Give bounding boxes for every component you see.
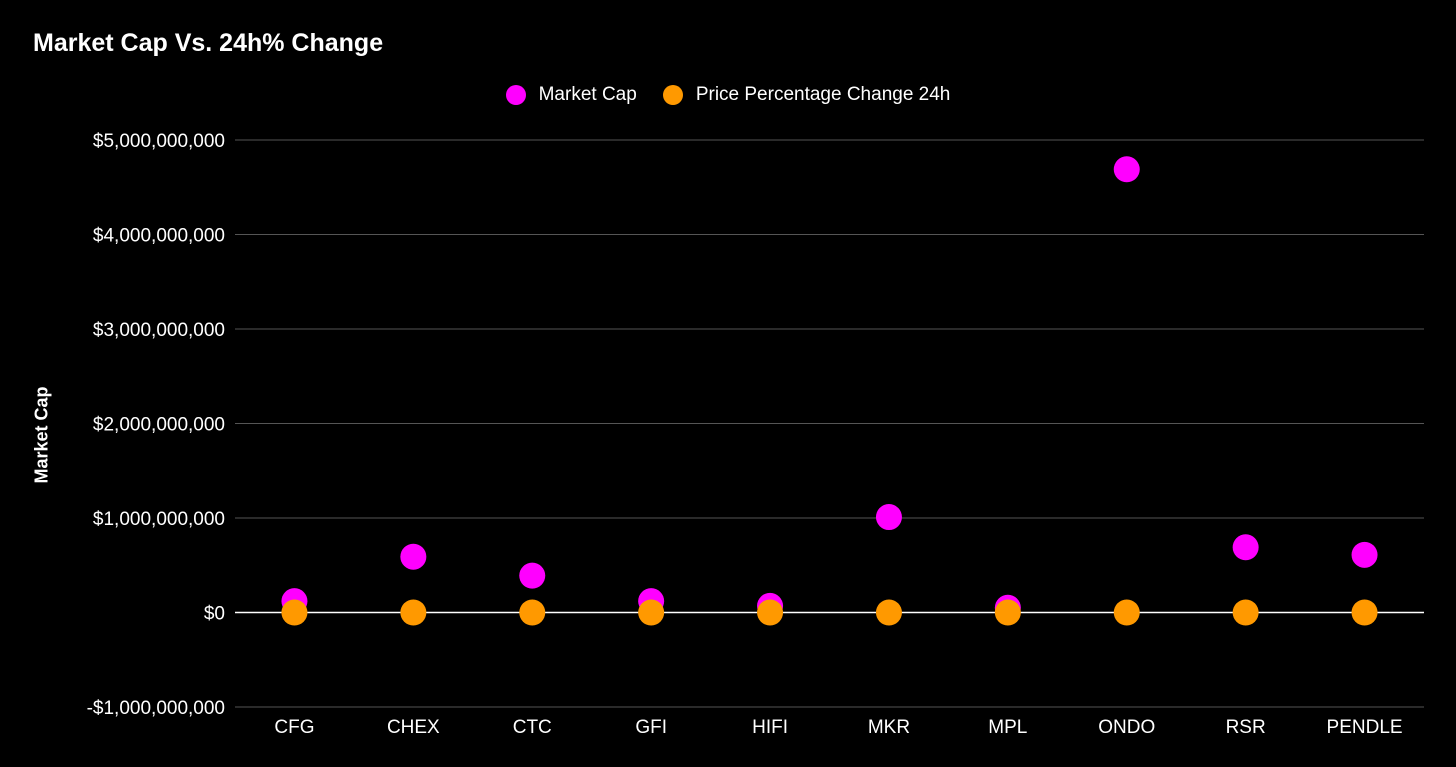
x-tick-label: CFG: [274, 717, 314, 738]
price-change-point[interactable]: [757, 599, 784, 626]
x-tick-label: MPL: [988, 717, 1027, 738]
y-tick-label: $1,000,000,000: [93, 509, 225, 530]
y-tick-label: $2,000,000,000: [93, 415, 225, 436]
price-change-point[interactable]: [994, 599, 1021, 626]
price-change-point[interactable]: [400, 599, 427, 626]
x-tick-label: CTC: [513, 717, 552, 738]
market-cap-point[interactable]: [1113, 156, 1140, 183]
x-tick-label: MKR: [868, 717, 910, 738]
price-change-point[interactable]: [638, 599, 665, 626]
x-tick-label: GFI: [635, 717, 667, 738]
x-tick-label: PENDLE: [1327, 717, 1403, 738]
price-change-point[interactable]: [1113, 599, 1140, 626]
price-change-point[interactable]: [875, 599, 902, 626]
y-tick-label: $5,000,000,000: [93, 131, 225, 152]
market-cap-point[interactable]: [1351, 541, 1378, 568]
price-change-point[interactable]: [519, 599, 546, 626]
chart-title: Market Cap Vs. 24h% Change: [33, 29, 384, 57]
legend-item-market-cap[interactable]: Market Cap: [505, 84, 637, 106]
legend-label-price-change: Price Percentage Change 24h: [695, 84, 951, 105]
market-cap-point[interactable]: [875, 504, 902, 531]
price-change-point[interactable]: [1351, 599, 1378, 626]
price-change-point[interactable]: [1232, 599, 1259, 626]
x-tick-label: HIFI: [752, 717, 788, 738]
x-tick-label: ONDO: [1098, 717, 1155, 738]
legend: Market Cap Price Percentage Change 24h: [0, 82, 1456, 108]
legend-label-market-cap: Market Cap: [538, 84, 637, 105]
market-cap-point[interactable]: [1232, 534, 1259, 561]
market-cap-point[interactable]: [400, 543, 427, 570]
x-tick-label: CHEX: [387, 717, 440, 738]
market-cap-point[interactable]: [519, 562, 546, 589]
price-change-point[interactable]: [281, 599, 308, 626]
y-tick-label: $3,000,000,000: [93, 320, 225, 341]
y-tick-label: $0: [204, 604, 225, 625]
market-cap-legend-marker: [505, 85, 526, 105]
x-tick-label: RSR: [1226, 717, 1266, 738]
y-tick-label: -$1,000,000,000: [87, 698, 225, 719]
legend-item-price-change[interactable]: Price Percentage Change 24h: [662, 84, 951, 106]
y-tick-label: $4,000,000,000: [93, 226, 225, 247]
price-change-legend-marker: [662, 85, 683, 105]
